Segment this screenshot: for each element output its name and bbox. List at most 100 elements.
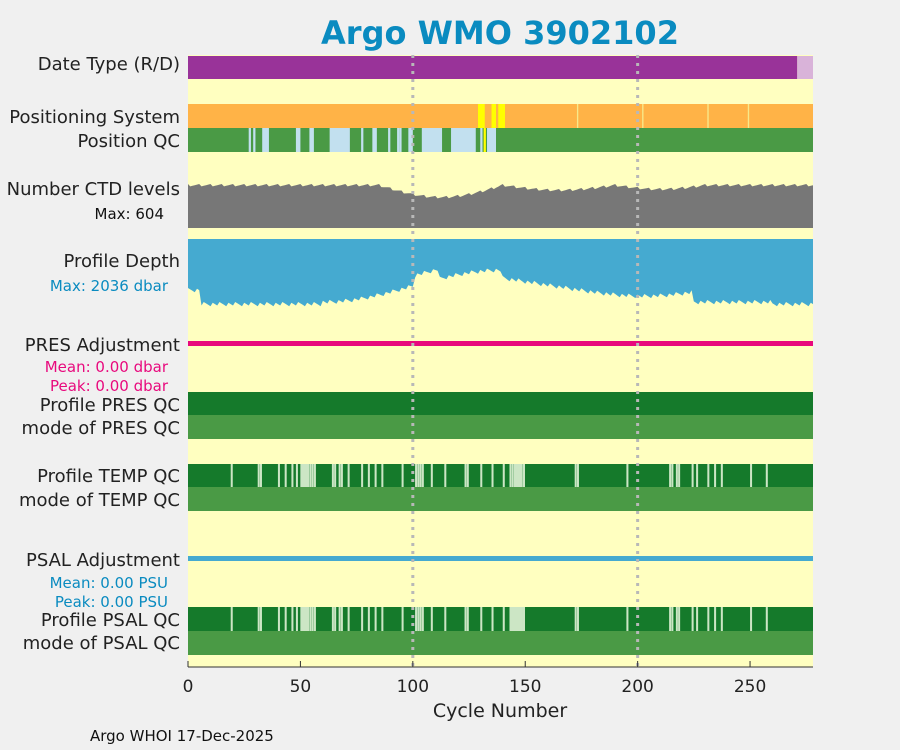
ctd-levels-area bbox=[188, 184, 813, 228]
profile-temp-qc-flag bbox=[419, 464, 422, 487]
profile-temp-qc-flag bbox=[696, 464, 699, 487]
pres-adj-peak: Peak: 0.00 dbar bbox=[50, 377, 169, 395]
profile-psal-qc-flag bbox=[415, 607, 418, 631]
profile-temp-qc-flag bbox=[401, 464, 404, 487]
position-qc-light-segment bbox=[295, 128, 301, 152]
psal-adjustment-line bbox=[188, 556, 813, 561]
profile-temp-qc-flag bbox=[257, 464, 260, 487]
position-qc-light-segment bbox=[487, 128, 497, 152]
profile-temp-qc-flag bbox=[574, 464, 577, 487]
profile-psal-qc-flag bbox=[669, 607, 672, 631]
profile-temp-qc-flag bbox=[295, 464, 298, 487]
profile-temp-qc-flag bbox=[340, 464, 343, 487]
profile-temp-qc-flag bbox=[430, 464, 433, 487]
profile-temp-qc-flag bbox=[347, 464, 350, 487]
profile-temp-qc-flag bbox=[509, 464, 512, 487]
label-position-qc: Position QC bbox=[77, 131, 180, 152]
ctd-levels-max: Max: 604 bbox=[95, 205, 164, 223]
profile-psal-qc-flag bbox=[277, 607, 280, 631]
profile-psal-qc-bar bbox=[188, 607, 813, 631]
profile-psal-qc-flag bbox=[444, 607, 447, 631]
profile-temp-qc-flag bbox=[334, 464, 337, 487]
position-qc-light-segment bbox=[480, 128, 483, 152]
label-pres-adjustment: PRES Adjustment bbox=[25, 335, 180, 356]
profile-psal-qc-flag bbox=[381, 607, 384, 631]
profile-temp-qc-flag bbox=[361, 464, 364, 487]
profile-temp-qc-flag bbox=[444, 464, 447, 487]
profile-temp-qc-flag bbox=[576, 464, 579, 487]
profile-temp-qc-flag bbox=[714, 464, 717, 487]
profile-depth-area bbox=[188, 239, 813, 307]
profile-temp-qc-flag bbox=[511, 464, 514, 487]
profile-psal-qc-flag bbox=[502, 607, 505, 631]
profile-psal-qc-flag bbox=[284, 607, 287, 631]
position-qc-bar bbox=[188, 128, 813, 152]
profile-psal-qc-flag bbox=[295, 607, 298, 631]
profile-psal-qc-flag bbox=[480, 607, 483, 631]
profile-psal-qc-flag bbox=[714, 607, 717, 631]
profile-temp-qc-flag bbox=[338, 464, 341, 487]
profile-temp-qc-flag bbox=[707, 464, 710, 487]
x-tick-label: 250 bbox=[734, 677, 766, 697]
label-mode-temp-qc: mode of TEMP QC bbox=[19, 490, 180, 511]
position-qc-light-segment bbox=[421, 128, 443, 152]
profile-temp-qc-flag bbox=[230, 464, 233, 487]
date-type-realtime-bar bbox=[797, 56, 813, 79]
profile-temp-qc-flag bbox=[421, 464, 424, 487]
profile-psal-qc-flag bbox=[300, 607, 309, 631]
positioning-system-alt-segment bbox=[478, 104, 485, 128]
plot-area bbox=[188, 55, 813, 667]
profile-psal-qc-flag bbox=[671, 607, 674, 631]
label-psal-qc: Profile PSAL QC bbox=[41, 610, 180, 631]
profile-psal-qc-flag bbox=[367, 607, 370, 631]
profile-temp-qc-flag bbox=[750, 464, 753, 487]
x-tick-label: 100 bbox=[397, 677, 429, 697]
profile-temp-qc-flag bbox=[309, 464, 312, 487]
x-axis: 0 50 100 150 200 250 bbox=[183, 661, 813, 697]
profile-pres-qc-bar bbox=[188, 392, 813, 415]
profile-temp-qc-flag bbox=[678, 464, 681, 487]
profile-temp-qc-flag bbox=[417, 464, 420, 487]
profile-temp-qc-flag bbox=[259, 464, 262, 487]
mode-temp-qc-bar bbox=[188, 487, 813, 511]
position-qc-light-segment bbox=[451, 128, 476, 152]
profile-psal-qc-flag bbox=[313, 607, 316, 631]
position-qc-light-segment bbox=[253, 128, 256, 152]
label-ctd-levels: Number CTD levels bbox=[7, 179, 180, 200]
profile-temp-qc-flag bbox=[626, 464, 629, 487]
position-qc-light-segment bbox=[372, 128, 377, 152]
label-temp-qc: Profile TEMP QC bbox=[37, 466, 180, 487]
profile-psal-qc-flag bbox=[340, 607, 343, 631]
x-tick-label: 200 bbox=[621, 677, 653, 697]
profile-psal-qc-flag bbox=[522, 607, 526, 631]
profile-psal-qc-flag bbox=[576, 607, 579, 631]
profile-psal-qc-flag bbox=[765, 607, 768, 631]
profile-psal-qc-flag bbox=[331, 607, 334, 631]
position-qc-light-segment bbox=[361, 128, 364, 152]
psal-adj-peak: Peak: 0.00 PSU bbox=[55, 593, 168, 611]
position-qc-light-segment bbox=[262, 128, 269, 152]
profile-psal-qc-flag bbox=[466, 607, 469, 631]
profile-psal-qc-flag bbox=[491, 607, 494, 631]
profile-temp-qc-flag bbox=[367, 464, 370, 487]
profile-temp-qc-flag bbox=[502, 464, 505, 487]
chart-title: Argo WMO 3902102 bbox=[321, 14, 679, 52]
profile-psal-qc-flag bbox=[309, 607, 312, 631]
position-qc-light-segment bbox=[309, 128, 314, 152]
profile-psal-qc-flag bbox=[691, 607, 694, 631]
date-type-delayed-bar bbox=[188, 56, 798, 79]
mode-pres-qc-bar bbox=[188, 415, 813, 439]
profile-psal-qc-flag bbox=[311, 607, 314, 631]
profile-temp-qc-flag bbox=[284, 464, 287, 487]
pres-adjustment-line bbox=[188, 341, 813, 346]
profile-psal-qc-flag bbox=[417, 607, 420, 631]
profile-temp-qc-bar bbox=[188, 464, 813, 487]
profile-psal-qc-flag bbox=[675, 607, 678, 631]
position-qc-light-segment bbox=[408, 128, 413, 152]
profile-temp-qc-flag bbox=[675, 464, 678, 487]
profile-psal-qc-flag bbox=[626, 607, 629, 631]
profile-psal-qc-flag bbox=[334, 607, 337, 631]
profile-psal-qc-flag bbox=[338, 607, 341, 631]
positioning-system-alt-segment bbox=[498, 104, 505, 128]
profile-temp-qc-flag bbox=[691, 464, 694, 487]
